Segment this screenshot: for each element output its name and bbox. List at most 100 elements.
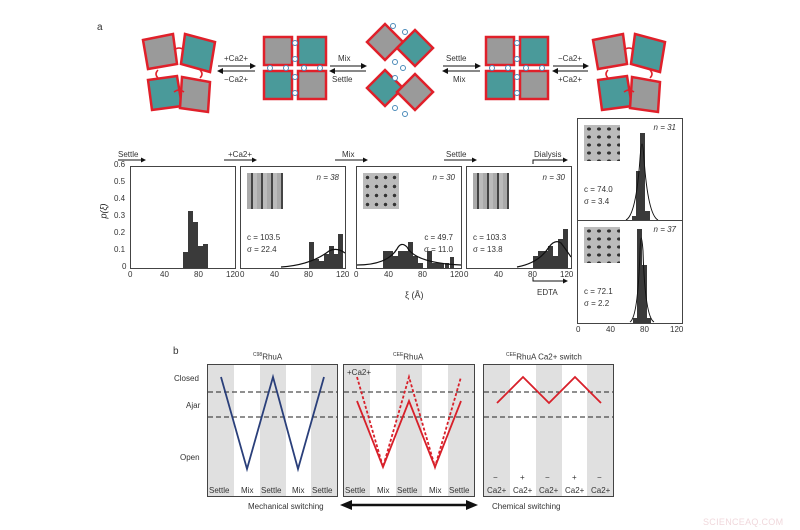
x-tick: 120 bbox=[336, 270, 350, 279]
level-open: Open bbox=[180, 453, 200, 462]
sigma-value: σ = 11.0 bbox=[423, 245, 453, 254]
switch-title-c98: C98RhuA bbox=[253, 352, 283, 362]
x-tick: 80 bbox=[640, 325, 649, 334]
hist-step-label: +Ca2+ bbox=[228, 150, 253, 159]
step-label-bottom: +Ca2+ bbox=[558, 75, 583, 84]
y-tick: 0.3 bbox=[114, 211, 126, 220]
step-label-bottom: Mix bbox=[453, 75, 466, 84]
phase-label: Ca2+ bbox=[513, 486, 533, 495]
assembly-schematic bbox=[141, 22, 667, 117]
x-tick: 40 bbox=[606, 325, 615, 334]
phase-label: Ca2+ bbox=[539, 486, 559, 495]
histogram-arrows bbox=[118, 157, 568, 284]
phase-label: Mix bbox=[377, 486, 390, 495]
histogram-add-ca: n = 38 c = 103.5 σ = 22.4 bbox=[240, 166, 346, 269]
hist-step-label: Dialysis bbox=[534, 150, 562, 159]
x-tick: 80 bbox=[304, 270, 313, 279]
chemical-switching-label: Chemical switching bbox=[492, 502, 561, 511]
sigma-value: σ = 2.2 bbox=[584, 299, 610, 308]
hist-step-label: Settle bbox=[118, 150, 139, 159]
x-tick: 40 bbox=[160, 270, 169, 279]
x-tick: 120 bbox=[226, 270, 240, 279]
center-value: c = 103.5 bbox=[247, 233, 281, 242]
micrograph-thumbnail bbox=[473, 173, 509, 209]
step-label-top: Settle bbox=[446, 54, 467, 63]
y-tick: 0.4 bbox=[114, 194, 126, 203]
x-tick: 40 bbox=[270, 270, 279, 279]
hist-step-label: Settle bbox=[446, 150, 467, 159]
step-label-bottom: −Ca2+ bbox=[224, 75, 249, 84]
panel-b-label: b bbox=[173, 346, 179, 357]
histogram-mix: n = 30 c = 49.7 σ = 11.0 bbox=[356, 166, 462, 269]
switch-panel-c98: Settle Mix Settle Mix Settle bbox=[207, 364, 338, 497]
watermark: SCIENCEAQ.COM bbox=[703, 517, 784, 527]
histogram-edta: n = 37 c = 72.1 σ = 2.2 bbox=[577, 220, 683, 324]
ca-sign: + bbox=[572, 473, 577, 482]
histogram-settle-2: n = 30 c = 103.3 σ = 13.8 bbox=[466, 166, 572, 269]
double-arrow bbox=[340, 500, 478, 510]
phase-label: Mix bbox=[292, 486, 305, 495]
center-value: c = 103.3 bbox=[473, 233, 507, 242]
phase-label: Mix bbox=[429, 486, 442, 495]
x-axis-label: ξ (Å) bbox=[405, 290, 424, 300]
switch-title-cee-ca: CEERhuA Ca2+ switch bbox=[506, 352, 582, 362]
x-tick: 120 bbox=[450, 270, 464, 279]
phase-label: Settle bbox=[312, 486, 333, 495]
phase-label: Ca2+ bbox=[591, 486, 611, 495]
x-tick: 120 bbox=[560, 270, 574, 279]
phase-label: Settle bbox=[209, 486, 230, 495]
step-label-bottom: Settle bbox=[332, 75, 353, 84]
level-closed: Closed bbox=[174, 374, 199, 383]
y-tick: 0.2 bbox=[114, 228, 126, 237]
x-tick: 0 bbox=[576, 325, 581, 334]
micrograph-thumbnail bbox=[584, 125, 620, 161]
phase-label: Settle bbox=[345, 486, 366, 495]
step-label-top: −Ca2+ bbox=[558, 54, 583, 63]
center-value: c = 74.0 bbox=[584, 185, 613, 194]
phase-label: Ca2+ bbox=[565, 486, 585, 495]
x-tick: 80 bbox=[528, 270, 537, 279]
switch-panel-cee-ca: − + − + − Ca2+ Ca2+ Ca2+ Ca2+ Ca2+ bbox=[483, 364, 614, 497]
sigma-value: σ = 13.8 bbox=[473, 245, 503, 254]
n-count: n = 31 bbox=[653, 123, 676, 132]
x-tick: 0 bbox=[464, 270, 469, 279]
phase-label: Settle bbox=[397, 486, 418, 495]
y-tick: 0.5 bbox=[114, 177, 126, 186]
micrograph-thumbnail bbox=[584, 227, 620, 263]
edta-label: EDTA bbox=[537, 288, 558, 297]
ca-sign: − bbox=[493, 473, 498, 482]
x-tick: 40 bbox=[494, 270, 503, 279]
micrograph-thumbnail bbox=[247, 173, 283, 209]
center-value: c = 72.1 bbox=[584, 287, 613, 296]
step-label-top: +Ca2+ bbox=[224, 54, 249, 63]
x-tick: 0 bbox=[240, 270, 245, 279]
switch-panel-cee: +Ca2+ Settle Mix Settle Mix Settle bbox=[343, 364, 475, 497]
lattice-open-right bbox=[591, 32, 667, 114]
phase-label: Mix bbox=[241, 486, 254, 495]
ca-sign: − bbox=[545, 473, 550, 482]
sigma-value: σ = 22.4 bbox=[247, 245, 277, 254]
x-tick: 0 bbox=[354, 270, 359, 279]
x-tick: 80 bbox=[418, 270, 427, 279]
ca-sign: − bbox=[597, 473, 602, 482]
micrograph-thumbnail bbox=[363, 173, 399, 209]
n-count: n = 38 bbox=[316, 173, 339, 182]
x-tick: 80 bbox=[194, 270, 203, 279]
n-count: n = 37 bbox=[653, 225, 676, 234]
step-label-top: Mix bbox=[338, 54, 351, 63]
y-axis-label: p(ξ) bbox=[98, 203, 109, 219]
n-count: n = 30 bbox=[432, 173, 455, 182]
panel-a-label: a bbox=[97, 22, 103, 33]
x-tick: 40 bbox=[384, 270, 393, 279]
sigma-value: σ = 3.4 bbox=[584, 197, 610, 206]
center-value: c = 49.7 bbox=[424, 233, 453, 242]
ca-sign: + bbox=[520, 473, 525, 482]
histogram-settle bbox=[130, 166, 236, 269]
y-tick: 0.1 bbox=[114, 245, 126, 254]
lattice-open-left bbox=[141, 32, 217, 114]
phase-label: Ca2+ bbox=[487, 486, 507, 495]
level-ajar: Ajar bbox=[186, 401, 201, 410]
mechanical-switching-label: Mechanical switching bbox=[248, 502, 324, 511]
x-tick: 120 bbox=[670, 325, 684, 334]
